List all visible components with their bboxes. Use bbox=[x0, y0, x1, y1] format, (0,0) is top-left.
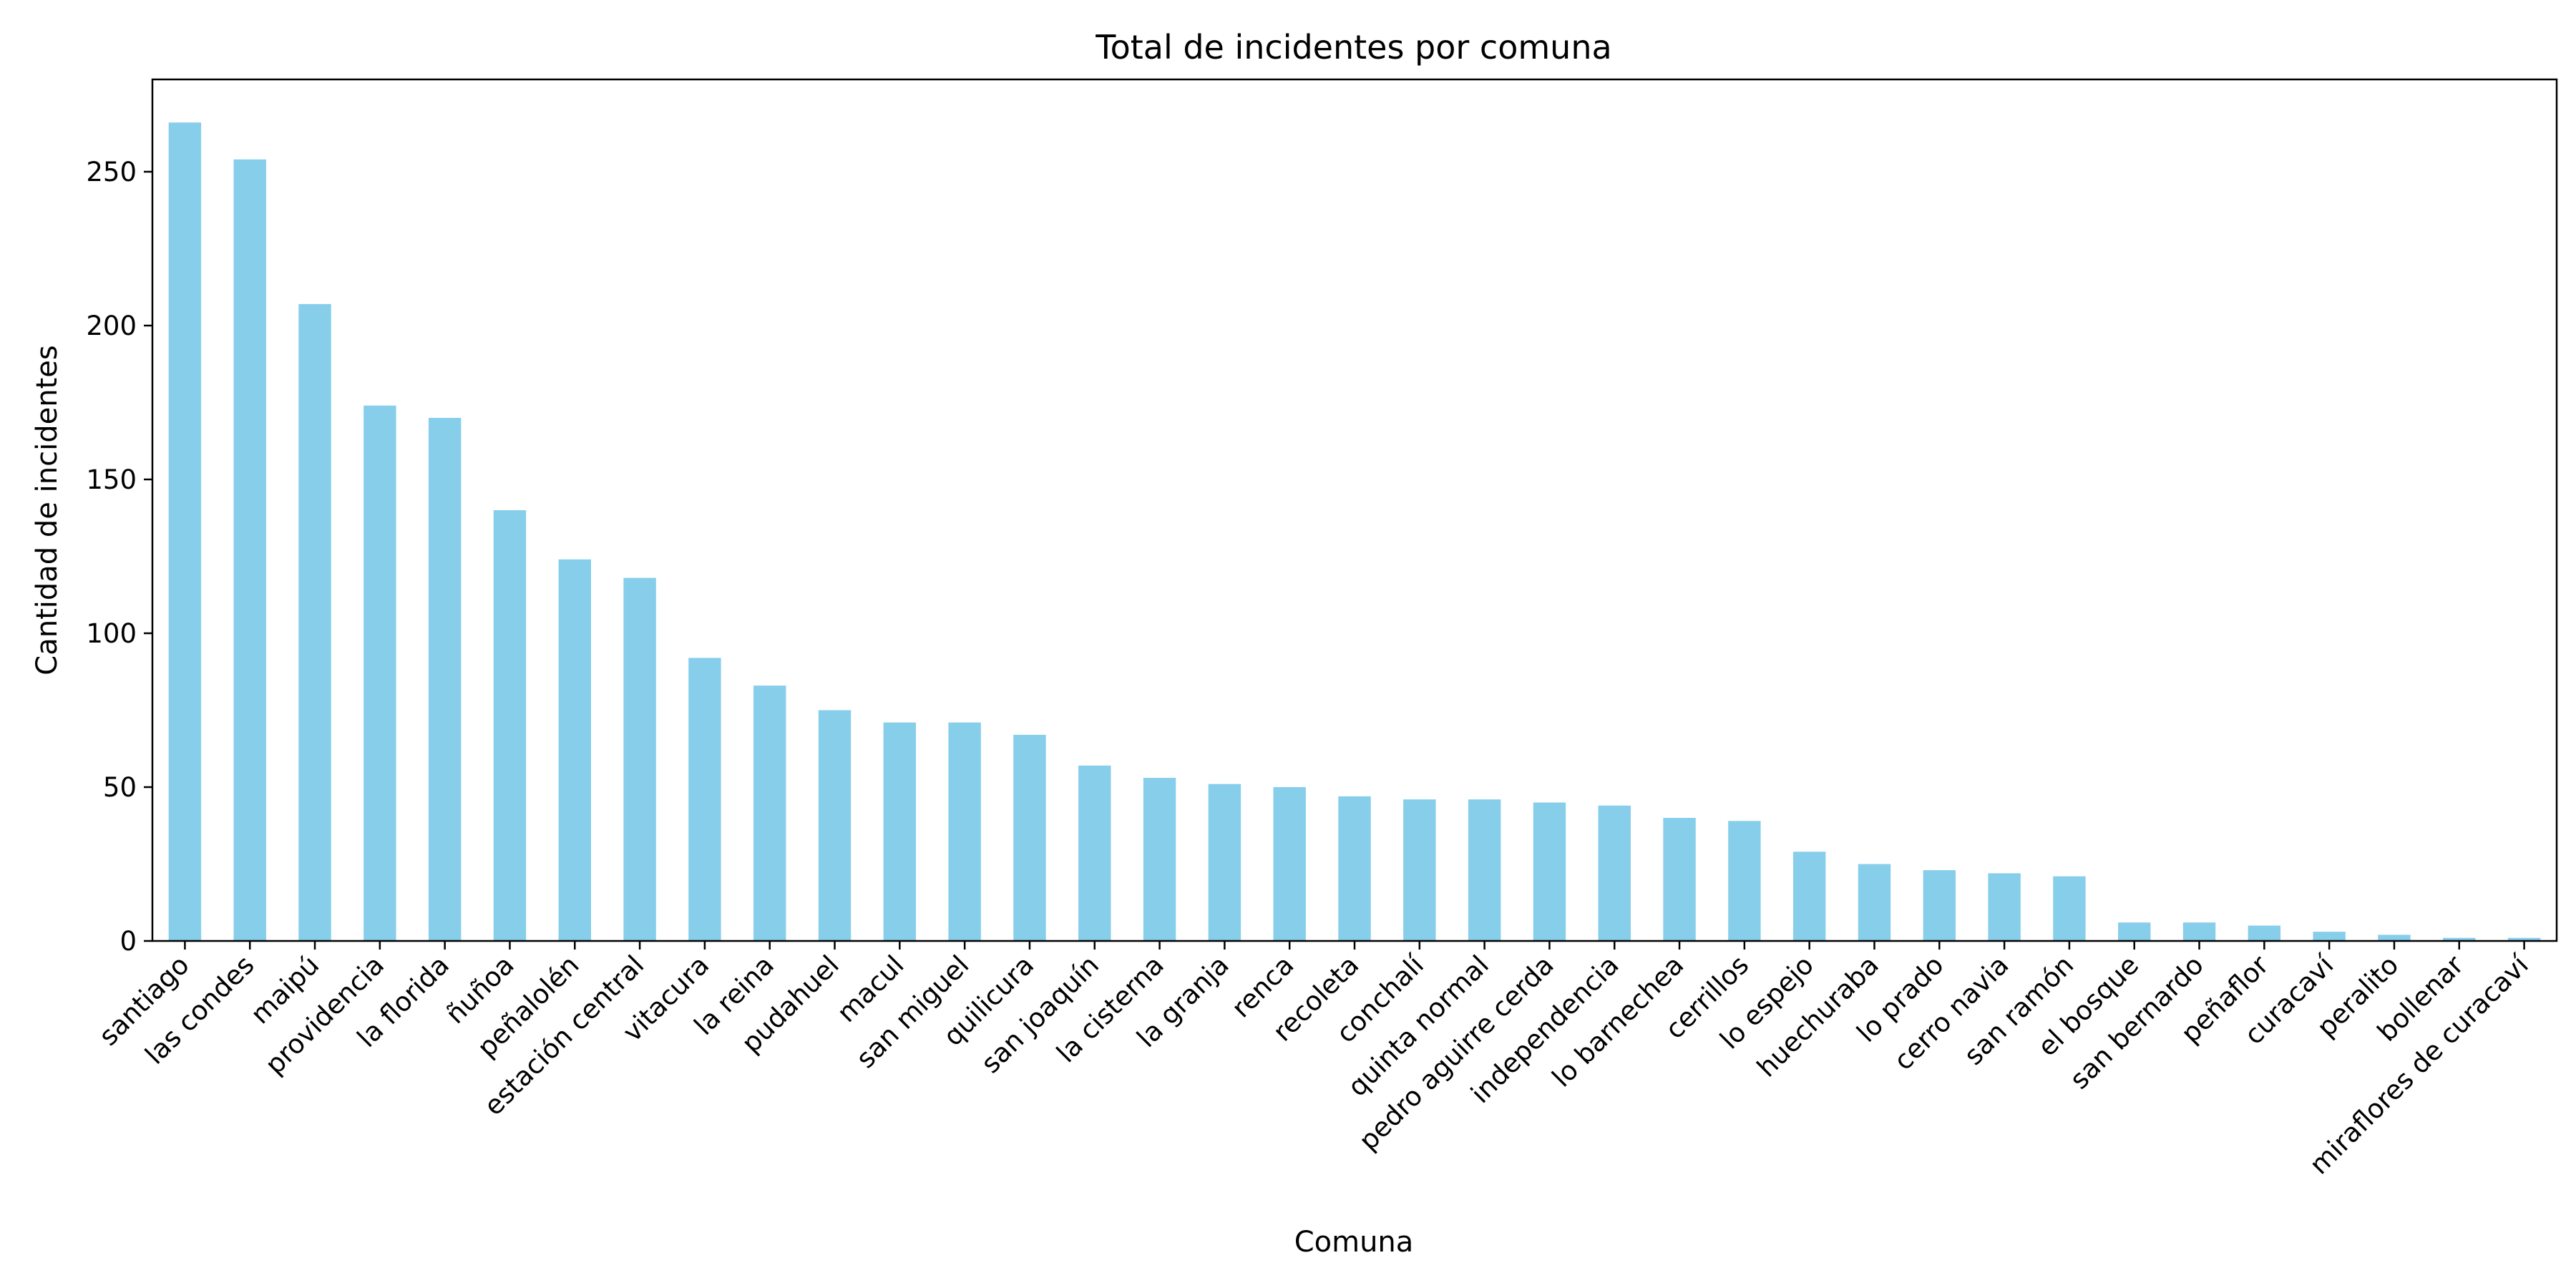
bar-11 bbox=[883, 722, 917, 941]
bar-29 bbox=[2053, 876, 2086, 941]
bars-layer bbox=[168, 122, 2541, 942]
bar-4 bbox=[428, 418, 462, 941]
y-tick-label-4: 200 bbox=[86, 311, 137, 341]
y-axis: 0 50 100 150 200 250 bbox=[86, 157, 152, 957]
y-tick-label-1: 50 bbox=[103, 772, 137, 803]
bar-22 bbox=[1598, 805, 1631, 941]
bar-7 bbox=[623, 577, 656, 941]
bar-18 bbox=[1338, 796, 1371, 941]
y-axis-title: Cantidad de incidentes bbox=[31, 345, 64, 675]
bar-6 bbox=[558, 559, 591, 941]
bar-15 bbox=[1143, 778, 1176, 941]
chart-title: Total de incidentes por comuna bbox=[1095, 28, 1611, 67]
bar-25 bbox=[1792, 852, 1826, 941]
bar-27 bbox=[1923, 870, 1956, 941]
bar-13 bbox=[1013, 734, 1046, 941]
bar-8 bbox=[688, 658, 721, 941]
bar-12 bbox=[948, 722, 981, 941]
bar-1 bbox=[233, 159, 266, 941]
y-tick-label-0: 0 bbox=[119, 926, 137, 957]
bar-28 bbox=[1988, 873, 2021, 941]
bar-21 bbox=[1533, 802, 1566, 941]
bar-20 bbox=[1468, 799, 1501, 941]
bar-23 bbox=[1663, 818, 1696, 941]
bar-19 bbox=[1403, 799, 1436, 941]
bar-26 bbox=[1858, 864, 1891, 941]
bar-3 bbox=[364, 405, 396, 941]
bar-36 bbox=[2507, 937, 2541, 941]
y-tick-label-5: 250 bbox=[86, 157, 137, 187]
bar-0 bbox=[168, 122, 202, 942]
bar-31 bbox=[2182, 922, 2216, 941]
bar-5 bbox=[493, 510, 527, 941]
bar-33 bbox=[2313, 932, 2346, 941]
y-tick-label-3: 150 bbox=[86, 464, 137, 495]
bar-10 bbox=[818, 710, 852, 941]
y-tick-label-2: 100 bbox=[86, 618, 137, 649]
bar-9 bbox=[753, 686, 786, 941]
bar-16 bbox=[1208, 784, 1241, 941]
bar-30 bbox=[2118, 922, 2151, 941]
bar-24 bbox=[1728, 821, 1761, 941]
bar-34 bbox=[2378, 935, 2411, 941]
bar-35 bbox=[2443, 937, 2476, 941]
bar-32 bbox=[2248, 925, 2281, 941]
bar-17 bbox=[1273, 787, 1306, 941]
bar-14 bbox=[1078, 765, 1111, 941]
x-axis-title: Comuna bbox=[1294, 1226, 1414, 1259]
bar-2 bbox=[298, 303, 331, 941]
